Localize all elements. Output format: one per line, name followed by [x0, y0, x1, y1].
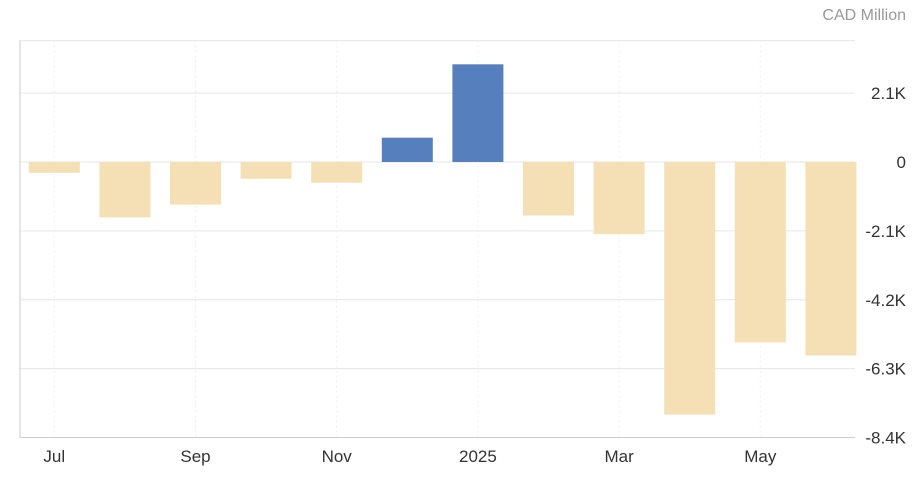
bar-nov[interactable] — [311, 162, 363, 183]
bar-jun[interactable] — [805, 162, 857, 356]
y-tick-label: 2.1K — [871, 84, 907, 103]
y-tick-label: -8.4K — [865, 429, 906, 448]
bar-oct[interactable] — [240, 162, 292, 179]
bar-may[interactable] — [734, 162, 786, 343]
x-tick-label: May — [744, 447, 777, 466]
y-tick-label: -4.2K — [865, 291, 906, 310]
bar-aug[interactable] — [99, 162, 151, 218]
x-tick-label: Mar — [604, 447, 634, 466]
y-tick-label: -2.1K — [865, 222, 906, 241]
bar-mar[interactable] — [593, 162, 645, 235]
unit-label: CAD Million — [822, 7, 906, 24]
x-tick-label: Nov — [322, 447, 353, 466]
bar-feb[interactable] — [523, 162, 574, 216]
grid — [19, 40, 855, 439]
bar-dec[interactable] — [381, 137, 433, 162]
bar-jan[interactable] — [452, 64, 504, 162]
x-tick-label: Jul — [43, 447, 65, 466]
bars — [28, 64, 857, 415]
bar-sep[interactable] — [170, 162, 221, 205]
x-axis-ticks: Jul Sep Nov 2025 Mar May — [43, 447, 776, 466]
bar-jul[interactable] — [28, 162, 80, 173]
x-tick-label: Sep — [180, 447, 210, 466]
y-axis-ticks: 2.1K 0 -2.1K -4.2K -6.3K -8.4K — [865, 84, 906, 447]
x-tick-label: 2025 — [459, 447, 497, 466]
y-tick-label: -6.3K — [865, 360, 906, 379]
bar-apr[interactable] — [664, 162, 716, 415]
y-tick-label: 0 — [897, 153, 906, 172]
